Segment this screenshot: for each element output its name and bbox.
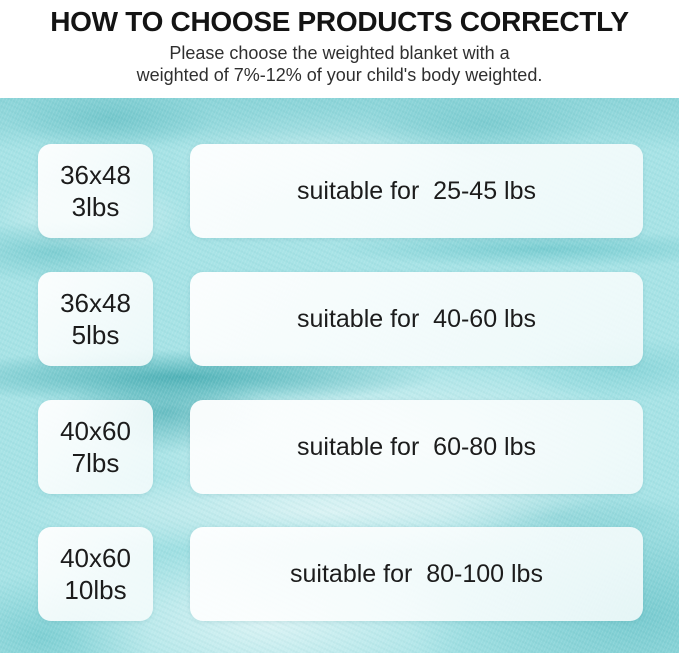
weight-label: 5lbs	[71, 320, 120, 350]
suitability-card: suitable for 25-45 lbs	[190, 144, 643, 238]
size-chart-row: 40x60 10lbs suitable for 80-100 lbs	[0, 527, 679, 621]
header: HOW TO CHOOSE PRODUCTS CORRECTLY Please …	[0, 0, 679, 98]
size-label: 36x48	[60, 288, 131, 318]
size-label: 36x48	[60, 160, 131, 190]
size-weight-card: 36x48 3lbs	[38, 144, 153, 238]
size-chart-row: 36x48 5lbs suitable for 40-60 lbs	[0, 272, 679, 366]
weight-label: 10lbs	[64, 575, 127, 605]
suitability-label: suitable for 60-80 lbs	[296, 432, 537, 461]
weight-label: 7lbs	[71, 448, 120, 478]
suitability-label: suitable for 25-45 lbs	[296, 176, 537, 205]
suitability-label: suitable for 40-60 lbs	[296, 304, 537, 333]
size-chart-row: 36x48 3lbs suitable for 25-45 lbs	[0, 144, 679, 238]
size-chart-row: 40x60 7lbs suitable for 60-80 lbs	[0, 400, 679, 494]
size-weight-card: 36x48 5lbs	[38, 272, 153, 366]
suitability-card: suitable for 80-100 lbs	[190, 527, 643, 621]
subtitle-line-2: weighted of 7%-12% of your child's body …	[136, 65, 543, 85]
size-label: 40x60	[60, 416, 131, 446]
size-weight-card: 40x60 7lbs	[38, 400, 153, 494]
suitability-card: suitable for 60-80 lbs	[190, 400, 643, 494]
size-label: 40x60	[60, 543, 131, 573]
subtitle-line-1: Please choose the weighted blanket with …	[169, 43, 510, 63]
suitability-label: suitable for 80-100 lbs	[290, 559, 543, 588]
weight-label: 3lbs	[71, 192, 120, 222]
size-weight-card: 40x60 10lbs	[38, 527, 153, 621]
suitability-card: suitable for 40-60 lbs	[190, 272, 643, 366]
page-title: HOW TO CHOOSE PRODUCTS CORRECTLY	[50, 6, 629, 37]
